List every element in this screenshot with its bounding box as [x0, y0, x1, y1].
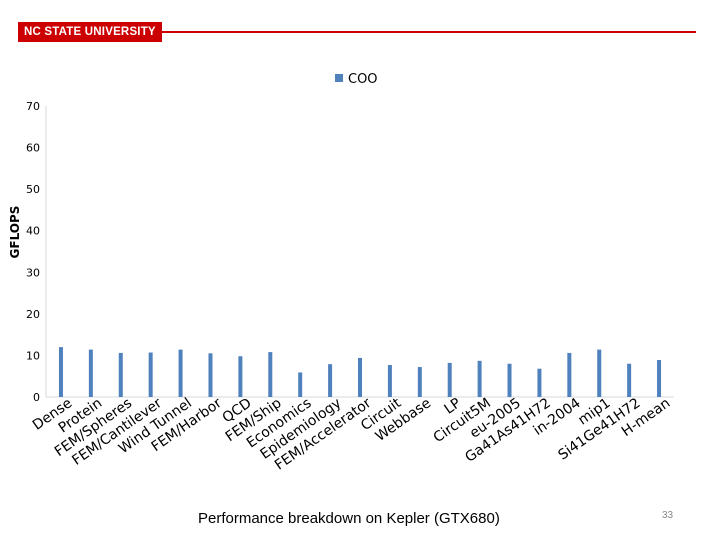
bar	[567, 352, 572, 397]
slide-caption: Performance breakdown on Kepler (GTX680)	[198, 510, 500, 527]
bar	[627, 363, 632, 397]
bar	[208, 353, 213, 397]
bar	[358, 357, 362, 397]
y-tick-label: 30	[26, 266, 40, 279]
bar	[118, 352, 123, 397]
chart-legend: COO	[335, 72, 378, 87]
y-tick-label: 0	[33, 391, 40, 404]
y-axis-label: GFLOPS	[8, 206, 22, 259]
page-number: 33	[662, 510, 674, 521]
bar	[328, 364, 333, 397]
bar	[387, 364, 392, 397]
bar	[178, 349, 183, 397]
bar	[447, 362, 452, 397]
y-tick-label: 60	[26, 142, 40, 155]
bar	[268, 352, 273, 397]
university-logo: NC STATE UNIVERSITY	[18, 22, 162, 42]
bar	[657, 360, 662, 397]
y-tick-label: 40	[26, 225, 40, 238]
bar	[238, 356, 243, 397]
category-labels: DenseProteinFEM/SpheresFEM/CantileverWin…	[30, 395, 673, 474]
bar	[417, 367, 422, 397]
legend-swatch-coo	[335, 74, 343, 82]
y-tick-label: 10	[26, 349, 40, 362]
y-tick-label: 70	[26, 100, 40, 113]
y-tick-label: 20	[26, 308, 40, 321]
y-tick-labels: 0 10 20 30 40 50 60 70	[26, 100, 40, 404]
bar	[88, 349, 93, 397]
header-rule	[162, 31, 696, 33]
bar	[597, 349, 602, 397]
bar	[58, 347, 63, 397]
bar-series-coo	[58, 347, 662, 397]
legend-label-coo: COO	[348, 72, 378, 87]
y-tick-label: 50	[26, 183, 40, 196]
category-label: LP	[442, 395, 464, 417]
bar	[298, 372, 303, 397]
bar	[537, 368, 542, 397]
bar	[507, 363, 512, 397]
bar	[148, 352, 153, 397]
bar	[477, 360, 482, 397]
